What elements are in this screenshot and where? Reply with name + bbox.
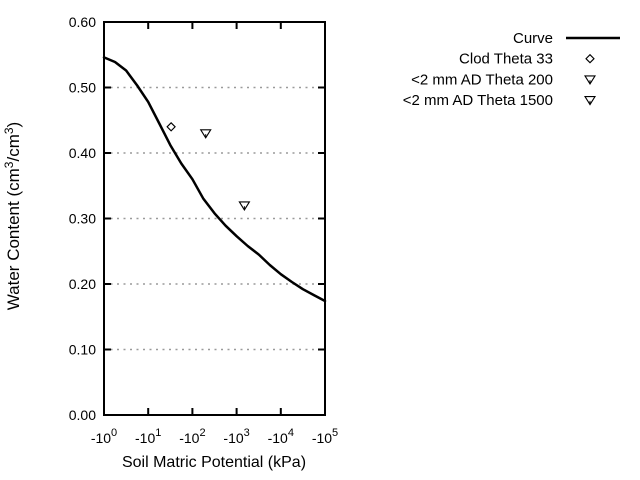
- x-tick-label: -105​: [312, 427, 338, 446]
- legend-label: Clod Theta 33: [459, 51, 553, 68]
- triangle-outline: [199, 129, 212, 139]
- triangle-outline: [584, 75, 596, 85]
- legend-diamond-marker: [585, 53, 595, 64]
- legend-triangle-down-marker: [584, 96, 596, 106]
- legend-label: <2 mm AD Theta 1500: [403, 92, 553, 109]
- x-tick-label: -100​: [91, 427, 117, 446]
- triangle-outline: [238, 201, 251, 211]
- y-axis-title: Water Content (cm3​/cm3​): [2, 122, 23, 310]
- y-tick-label: 0.30: [69, 211, 96, 227]
- x-axis-title: Soil Matric Potential (kPa): [122, 454, 306, 471]
- y-tick-label: 0.10: [69, 342, 96, 358]
- data-point--2-mm-ad-theta-200: [199, 129, 212, 139]
- data-point-clod-theta-33: [166, 122, 176, 132]
- x-tick-label: -102​: [179, 427, 205, 446]
- y-tick-label: 0.40: [69, 145, 96, 161]
- triangle-outline: [584, 96, 596, 106]
- legend-label: <2 mm AD Theta 200: [411, 71, 553, 88]
- x-tick-label: -104​: [268, 427, 294, 446]
- y-tick-label: 0.50: [69, 80, 96, 96]
- y-tick-label: 0.20: [69, 276, 96, 292]
- plot-border: [103, 21, 326, 416]
- legend-label: Curve: [513, 30, 553, 47]
- y-tick-label: 0.00: [69, 407, 96, 423]
- y-tick-label: 0.60: [69, 14, 96, 30]
- x-tick-label: -103​: [223, 427, 249, 446]
- data-point--2-mm-ad-theta-1500: [238, 201, 251, 211]
- legend-triangle-down-marker: [584, 75, 596, 85]
- x-tick-label: -101​: [135, 427, 161, 446]
- curve-line: [102, 56, 327, 303]
